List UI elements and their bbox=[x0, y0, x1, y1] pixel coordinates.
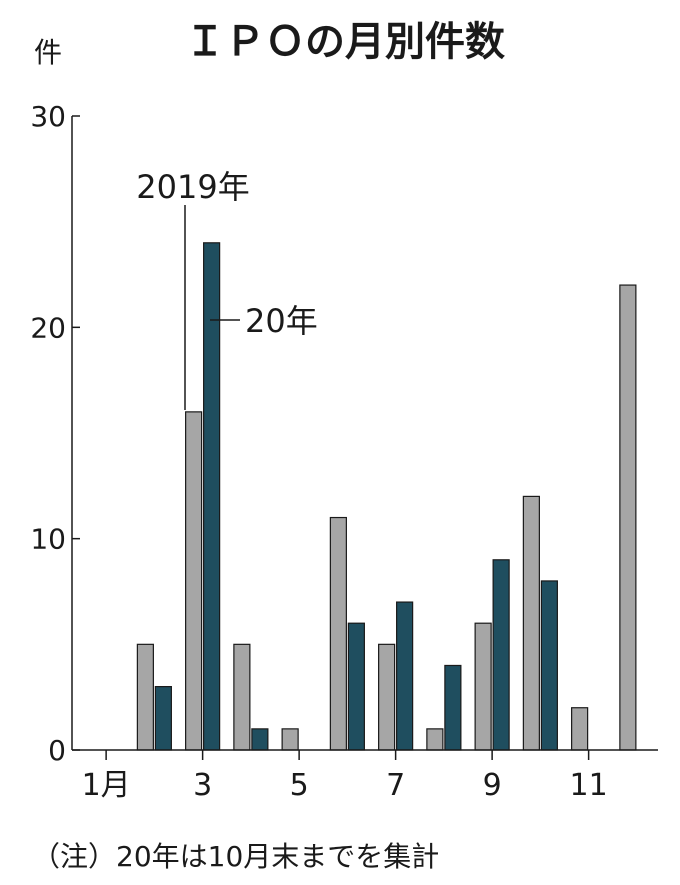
bar-2020-month-6 bbox=[347, 622, 365, 751]
bar-2019-month-6 bbox=[329, 516, 347, 751]
bar-2019-month-3 bbox=[185, 411, 203, 751]
bar-2020-month-10 bbox=[540, 580, 558, 751]
bar-2019-month-11 bbox=[571, 707, 589, 751]
y-tick-label: 10 bbox=[30, 523, 66, 556]
x-tick-label: 1月 bbox=[82, 768, 131, 803]
bar-2019-month-4 bbox=[233, 643, 251, 751]
y-tick-label: 0 bbox=[48, 734, 66, 767]
bar-2019-month-10 bbox=[522, 495, 540, 751]
bar-2019-month-8 bbox=[426, 728, 444, 751]
series-2020-label: 20年 bbox=[245, 302, 318, 340]
bar-2020-month-3 bbox=[203, 242, 221, 751]
bar-2019-month-7 bbox=[378, 643, 396, 751]
bar-2020-month-8 bbox=[444, 664, 462, 751]
x-tick-label: 11 bbox=[570, 768, 608, 803]
bar-2019-month-2 bbox=[136, 643, 154, 751]
x-tick-label: 9 bbox=[483, 768, 502, 803]
y-tick-label: 30 bbox=[30, 100, 66, 133]
y-axis-unit-label: 件 bbox=[34, 36, 62, 69]
bar-2019-month-9 bbox=[474, 622, 492, 751]
y-axis-ticks: 0 10 20 30 bbox=[30, 100, 80, 767]
bars-group bbox=[136, 242, 637, 751]
x-tick-label: 5 bbox=[290, 768, 309, 803]
bar-2020-month-4 bbox=[251, 728, 269, 751]
bar-2019-month-5 bbox=[281, 728, 299, 751]
bar-2020-month-7 bbox=[396, 601, 414, 751]
series-2019-label: 2019年 bbox=[136, 168, 249, 206]
footnote: （注）20年は10月末までを集計 bbox=[32, 840, 439, 873]
x-tick-label: 3 bbox=[193, 768, 212, 803]
y-tick-label: 20 bbox=[30, 311, 66, 344]
bar-2020-month-9 bbox=[492, 559, 510, 751]
bar-2019-month-12 bbox=[619, 284, 637, 751]
bar-2020-month-2 bbox=[154, 685, 172, 751]
x-axis-ticks: 1月 3 5 7 9 11 bbox=[82, 750, 608, 803]
x-tick-label: 7 bbox=[386, 768, 405, 803]
chart-title: ＩＰＯの月別件数 bbox=[185, 19, 505, 65]
